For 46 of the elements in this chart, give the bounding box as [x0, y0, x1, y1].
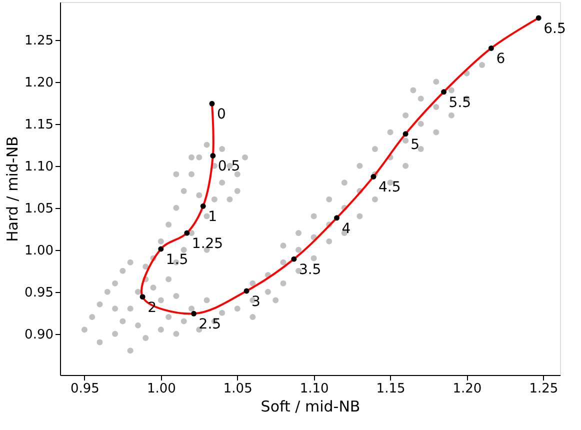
point: [334, 215, 340, 221]
point: [158, 246, 164, 252]
point: [370, 174, 376, 180]
annotation: 6.5: [544, 20, 566, 37]
annotation: 2.5: [198, 316, 222, 333]
annotation: 3: [252, 294, 260, 310]
y-tick-label: 1.05: [24, 201, 54, 216]
point: [209, 100, 215, 106]
annotation: 1.5: [166, 252, 188, 268]
y-tick-label: 1.15: [24, 117, 54, 132]
point: [210, 153, 216, 158]
x-tick-label: 1.00: [146, 382, 176, 396]
point: [200, 203, 206, 209]
annotation: 4.5: [378, 180, 401, 196]
y-tick-label: 1.00: [24, 243, 54, 258]
y-tick-label: 1.10: [24, 159, 54, 174]
y-tick-label: 0.90: [24, 327, 54, 342]
x-tick-label: 0.95: [70, 382, 100, 396]
y-tick-label: 1.20: [24, 75, 54, 90]
annotation: 5.5: [448, 94, 472, 111]
point: [244, 288, 250, 294]
point: [291, 256, 297, 262]
point: [140, 294, 146, 300]
annotation: 3.5: [298, 262, 322, 278]
annotation: 5: [410, 136, 420, 153]
point: [441, 89, 447, 95]
annotation: 1.25: [192, 236, 224, 252]
y-tick-label: 1.25: [24, 33, 54, 48]
annotation: 6: [496, 51, 506, 68]
annotation: 0.5: [218, 158, 240, 175]
x-tick-label: 1.15: [376, 382, 406, 396]
point: [191, 310, 197, 316]
annotation: 1: [208, 209, 218, 226]
x-tick-label: 1.20: [452, 382, 482, 396]
point: [488, 45, 494, 51]
point: [536, 15, 542, 21]
annotation: 4: [342, 220, 351, 237]
x-tick-label: 1.25: [529, 382, 558, 396]
annotation: 0: [216, 106, 226, 123]
x-axis-title: Soft / mid-NB: [260, 398, 360, 416]
x-tick-label: 1.10: [300, 382, 329, 396]
point: [402, 131, 408, 137]
y-tick-label: 0.95: [24, 285, 54, 300]
y-axis-title: Hard / mid-NB: [4, 136, 22, 242]
x-tick-label: 1.05: [223, 382, 252, 396]
point: [184, 230, 190, 236]
